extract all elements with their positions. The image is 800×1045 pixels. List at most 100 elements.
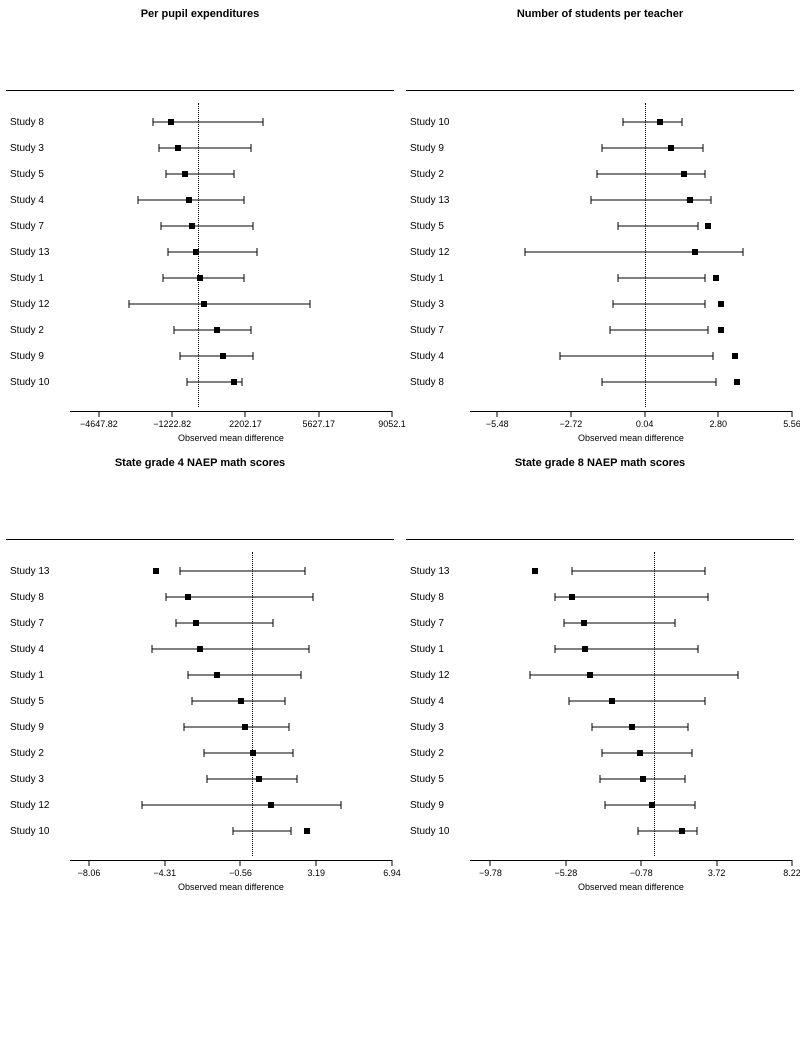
axis-tick (716, 860, 717, 866)
study-label: Study 1 (408, 644, 472, 655)
study-label: Study 10 (8, 377, 72, 388)
axis-tick-label: −5.28 (554, 868, 577, 878)
study-label: Study 3 (8, 774, 72, 785)
axis-tick-label: 8.22 (783, 868, 800, 878)
panel-title: Number of students per teacher (400, 8, 800, 20)
study-label: Study 10 (408, 117, 472, 128)
reference-line (645, 103, 646, 407)
x-axis: −8.06−4.31−0.563.196.94Observed mean dif… (70, 850, 392, 898)
panel-top-rule (406, 90, 794, 91)
axis-tick-label: −1222.82 (153, 419, 191, 429)
axis-baseline (70, 411, 392, 412)
axis-baseline (470, 411, 792, 412)
axis-tick (392, 860, 393, 866)
axis-baseline (470, 860, 792, 861)
study-label: Study 3 (408, 299, 472, 310)
study-label: Study 7 (8, 618, 72, 629)
study-label: Study 12 (8, 800, 72, 811)
axis-tick-label: −0.78 (630, 868, 653, 878)
axis-tick (644, 411, 645, 417)
refline-layer (470, 558, 792, 844)
axis-tick (641, 860, 642, 866)
axis-tick-label: 5627.17 (302, 419, 335, 429)
axis-tick (98, 411, 99, 417)
study-label: Study 10 (8, 826, 72, 837)
study-label: Study 10 (408, 826, 472, 837)
x-axis: −4647.82−1222.822202.175627.179052.1Obse… (70, 401, 392, 449)
study-label: Study 12 (408, 247, 472, 258)
axis-tick (245, 411, 246, 417)
axis-tick (88, 860, 89, 866)
refline-layer (470, 109, 792, 395)
reference-line (198, 103, 199, 407)
axis-tick-label: −2.72 (560, 419, 583, 429)
axis-tick-label: 2202.17 (229, 419, 262, 429)
x-axis: −9.78−5.28−0.783.728.22Observed mean dif… (470, 850, 792, 898)
study-label: Study 9 (8, 351, 72, 362)
study-label: Study 7 (408, 325, 472, 336)
axis-tick (792, 411, 793, 417)
study-label: Study 12 (8, 299, 72, 310)
axis-tick (792, 860, 793, 866)
study-label: Study 4 (408, 351, 472, 362)
study-label: Study 8 (8, 117, 72, 128)
axis-tick-label: −5.48 (486, 419, 509, 429)
axis-tick-label: 2.80 (710, 419, 728, 429)
study-label: Study 1 (8, 273, 72, 284)
axis-tick (570, 411, 571, 417)
panel-top-rule (6, 90, 394, 91)
study-label: Study 3 (8, 143, 72, 154)
panel-grid: Per pupil expenditures Study 8 Study 3 Stud… (0, 0, 800, 898)
study-label: Study 7 (8, 221, 72, 232)
study-label: Study 1 (8, 670, 72, 681)
forest-panel: State grade 8 NAEP math scores Study 13 St… (400, 449, 800, 898)
axis-tick (718, 411, 719, 417)
axis-tick-label: 3.72 (708, 868, 726, 878)
panel-top-rule (406, 539, 794, 540)
panel-title: Per pupil expenditures (0, 8, 400, 20)
study-label: Study 5 (8, 169, 72, 180)
axis-title: Observed mean difference (470, 882, 792, 892)
study-label: Study 13 (408, 566, 472, 577)
study-label: Study 13 (8, 247, 72, 258)
forest-panel: Per pupil expenditures Study 8 Study 3 Stud… (0, 0, 400, 449)
axis-tick (490, 860, 491, 866)
panel-title: State grade 8 NAEP math scores (400, 457, 800, 469)
study-label: Study 13 (8, 566, 72, 577)
study-label: Study 13 (408, 195, 472, 206)
study-label: Study 2 (408, 748, 472, 759)
study-label: Study 8 (408, 377, 472, 388)
study-label: Study 9 (8, 722, 72, 733)
plot-area: Study 10Study 9Study 2Study 13Study 5Stu… (408, 109, 792, 395)
study-label: Study 9 (408, 800, 472, 811)
axis-tick-label: −4647.82 (80, 419, 118, 429)
plot-area: Study 13Study 8Study 7Study 1Study 12Stu… (408, 558, 792, 844)
refline-layer (70, 109, 392, 395)
axis-baseline (70, 860, 392, 861)
axis-tick-label: 6.94 (383, 868, 401, 878)
panel-title: State grade 4 NAEP math scores (0, 457, 400, 469)
axis-tick (318, 411, 319, 417)
study-label: Study 5 (408, 774, 472, 785)
axis-title: Observed mean difference (70, 882, 392, 892)
axis-tick (392, 411, 393, 417)
study-label: Study 9 (408, 143, 472, 154)
study-label: Study 4 (8, 195, 72, 206)
study-label: Study 4 (408, 696, 472, 707)
forest-panel: State grade 4 NAEP math scores Study 13 St… (0, 449, 400, 898)
forest-panel: Number of students per teacher Study 10 St… (400, 0, 800, 449)
axis-tick-label: −8.06 (78, 868, 101, 878)
study-label: Study 5 (8, 696, 72, 707)
reference-line (654, 552, 655, 856)
panel-top-rule (6, 539, 394, 540)
study-label: Study 7 (408, 618, 472, 629)
study-label: Study 8 (8, 592, 72, 603)
axis-tick-label: −9.78 (479, 868, 502, 878)
study-label: Study 2 (8, 325, 72, 336)
plot-area: Study 13Study 8Study 7Study 4Study 1Stud… (8, 558, 392, 844)
axis-title: Observed mean difference (70, 433, 392, 443)
study-label: Study 2 (8, 748, 72, 759)
axis-tick (316, 860, 317, 866)
axis-title: Observed mean difference (470, 433, 792, 443)
axis-tick (240, 860, 241, 866)
